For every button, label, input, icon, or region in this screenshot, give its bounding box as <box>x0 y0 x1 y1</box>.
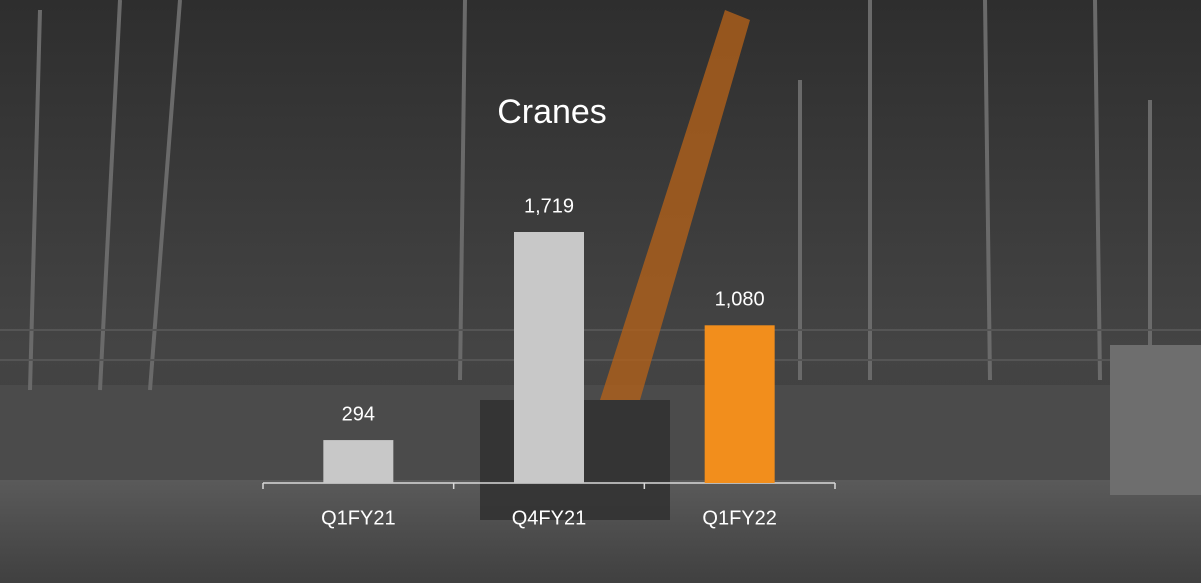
x-tick-label: Q4FY21 <box>512 507 586 529</box>
bar <box>323 440 394 483</box>
data-label: 1,080 <box>715 289 765 311</box>
data-label: 1,719 <box>524 195 574 217</box>
x-tick-label: Q1FY21 <box>321 507 395 529</box>
chart-title: Cranes <box>497 93 607 131</box>
bar <box>704 325 775 483</box>
data-label: 294 <box>342 403 375 425</box>
bar <box>514 232 584 483</box>
x-tick-label: Q1FY22 <box>702 507 776 529</box>
